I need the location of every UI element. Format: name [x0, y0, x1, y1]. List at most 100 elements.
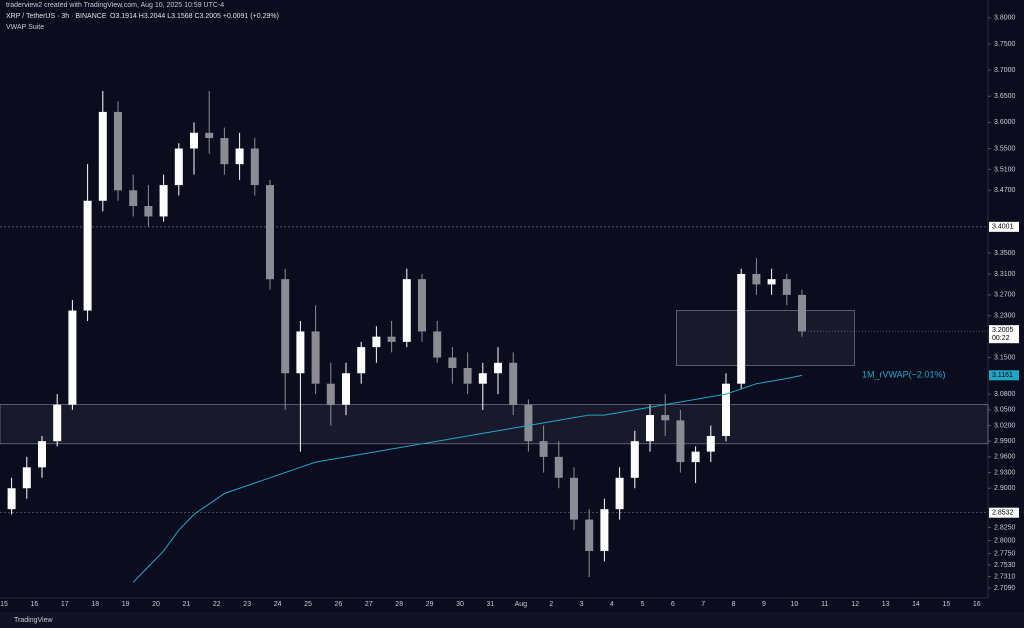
y-tick-label: 3.2700 — [994, 292, 1016, 299]
candle-body — [22, 467, 31, 489]
y-tick-label: 3.7500 — [994, 41, 1016, 48]
candle-body — [524, 404, 533, 442]
y-tick-label: 2.7530 — [994, 562, 1016, 569]
x-tick-label: 8 — [732, 601, 736, 608]
y-tick-label: 2.9900 — [994, 438, 1016, 445]
candle-body — [630, 441, 639, 478]
x-tick-label: 28 — [395, 601, 403, 608]
footer-bar — [0, 612, 1024, 628]
candle-body — [570, 477, 578, 520]
y-tick-label: 2.9300 — [994, 469, 1016, 476]
y-tick-label: 3.6000 — [994, 119, 1016, 126]
x-tick-label: 20 — [152, 601, 160, 608]
candle-body — [554, 456, 563, 478]
x-tick-label: 29 — [426, 601, 434, 608]
candle-body — [7, 488, 16, 510]
ohlc: O3.1914 H3.2044 L3.1568 C3.2005 +0.0091 … — [110, 13, 279, 20]
y-tick-label: 2.9600 — [994, 454, 1016, 461]
y-tick-label: 3.2300 — [994, 313, 1016, 320]
symbol: XRP / TetherUS · 3h · BINANCE — [6, 13, 107, 20]
y-tick-label: 3.4700 — [994, 187, 1016, 194]
y-tick-label: 2.8000 — [994, 537, 1016, 544]
candle-body — [448, 357, 457, 369]
x-tick-label: 9 — [762, 601, 766, 608]
candle-body — [782, 279, 791, 295]
y-tick-label: 2.7090 — [994, 585, 1016, 592]
candle-body — [296, 331, 305, 374]
x-tick-label: 24 — [274, 601, 282, 608]
candle-body — [53, 404, 62, 442]
y-tick-label: 2.8250 — [994, 524, 1016, 531]
y-tick-label: 3.3100 — [994, 271, 1016, 278]
candle-body — [342, 373, 350, 405]
credit: traderview2 created with TradingView.com… — [6, 2, 224, 9]
price-label: 3.4001 — [992, 224, 1014, 231]
candle-body — [463, 368, 472, 384]
candle-body — [190, 132, 198, 149]
indicator-name: VWAP Suite — [6, 24, 44, 31]
candle-body — [38, 441, 46, 468]
x-tick-label: 26 — [335, 601, 343, 608]
y-tick-label: 2.9000 — [994, 485, 1016, 492]
x-tick-label: 5 — [640, 601, 644, 608]
candle-body — [144, 206, 153, 217]
candle-body — [767, 279, 776, 285]
x-tick-label: Aug — [515, 601, 528, 608]
x-tick-label: 19 — [122, 601, 130, 608]
vwap-price-box — [989, 370, 1019, 381]
y-tick-label: 3.5100 — [994, 166, 1016, 173]
candle-body — [737, 273, 746, 384]
candle-body — [706, 435, 715, 452]
candle-body — [83, 200, 92, 311]
candle-body — [539, 441, 548, 457]
vwap-price-label: 3.1161 — [992, 372, 1013, 379]
y-tick-label: 3.0500 — [994, 407, 1016, 414]
y-tick-label: 3.1500 — [994, 354, 1016, 361]
x-tick-label: 25 — [304, 601, 312, 608]
y-tick-label: 2.7310 — [994, 573, 1016, 580]
vwap-label: 1M_rVWAP(−2.01%) — [862, 370, 945, 380]
zone — [0, 404, 989, 445]
candle-body — [68, 310, 77, 405]
candle-body — [585, 519, 594, 551]
x-tick-label: 15 — [943, 601, 951, 608]
candle-body — [722, 383, 730, 436]
y-tick-label: 3.0200 — [994, 422, 1016, 429]
x-tick-label: 6 — [671, 601, 675, 608]
candle-body — [676, 420, 685, 463]
candle-body — [387, 336, 396, 342]
candle-body — [326, 383, 335, 405]
x-tick-label: 23 — [243, 601, 251, 608]
y-tick-label: 3.5500 — [994, 145, 1016, 152]
x-tick-label: 17 — [61, 601, 69, 608]
candle-body — [509, 362, 518, 405]
y-tick-label: 3.0800 — [994, 391, 1016, 398]
candle-body — [600, 509, 609, 551]
last-price-label: 3.2005 — [992, 327, 1014, 334]
x-tick-label: 12 — [851, 601, 859, 608]
y-tick-label: 3.8000 — [994, 15, 1016, 22]
x-tick-label: 16 — [31, 601, 39, 608]
candle-body — [174, 148, 183, 186]
x-tick-label: 3 — [580, 601, 584, 608]
price-label-box — [989, 507, 1019, 518]
candle-body — [98, 111, 107, 201]
candle-body — [235, 148, 244, 165]
candle-body — [372, 336, 381, 348]
zone — [676, 310, 855, 366]
y-tick-label: 3.7000 — [994, 67, 1016, 74]
candle-body — [114, 111, 122, 191]
x-tick-label: 2 — [549, 601, 553, 608]
x-tick-label: 21 — [183, 601, 191, 608]
price-label: 2.8532 — [992, 510, 1014, 517]
y-tick-label: 3.3500 — [994, 250, 1016, 257]
candle-body — [266, 185, 274, 280]
y-tick-label: 2.7750 — [994, 550, 1016, 557]
candle-body — [220, 138, 229, 165]
x-tick-label: 11 — [821, 601, 828, 608]
candle-body — [129, 190, 138, 206]
candle-body — [615, 477, 624, 510]
vwap-line — [132, 374, 803, 583]
